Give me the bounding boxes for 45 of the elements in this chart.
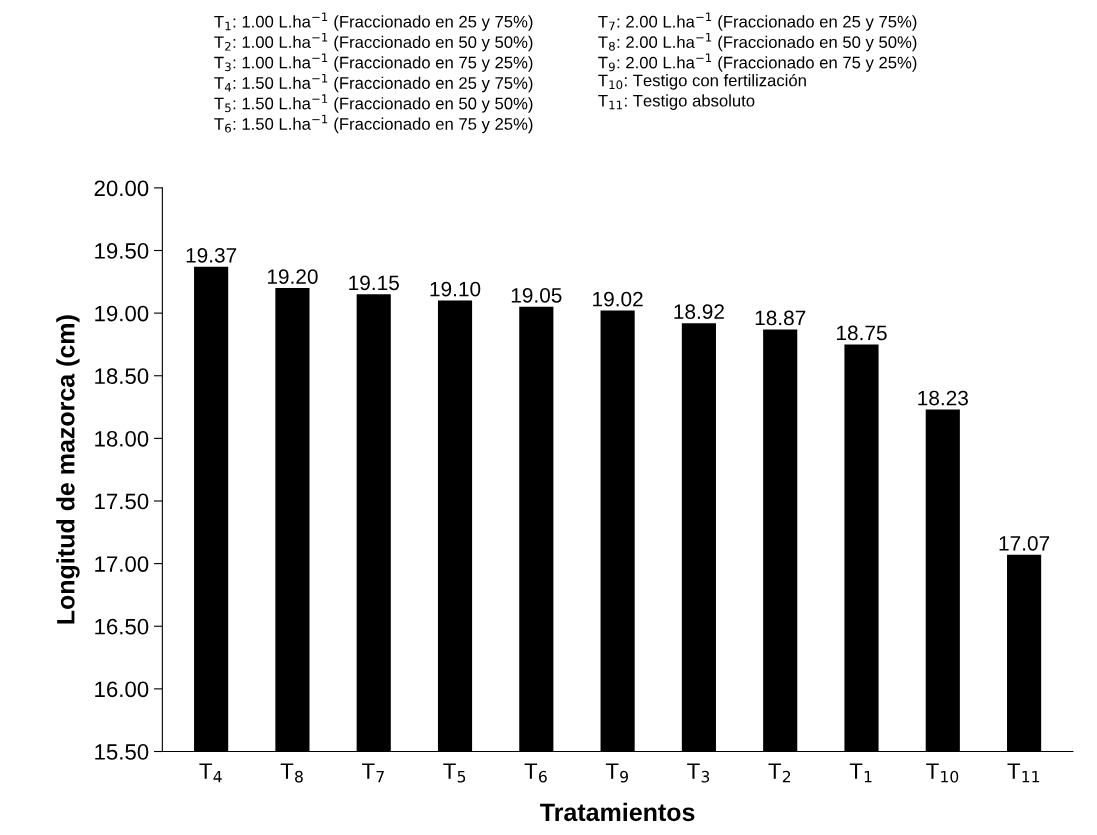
y-tick-label: 17.50 [95, 493, 149, 510]
x-tick-label: T$_{2}$ [768, 763, 791, 783]
data-label: 19.05 [511, 287, 562, 303]
data-label: 18.23 [918, 390, 968, 406]
y-tick-label: 18.00 [95, 430, 149, 447]
y-tick-label: 19.50 [95, 243, 149, 259]
text: T$_{10}$: Testigo con fertilización [598, 73, 806, 90]
data-label: 19.02 [593, 291, 643, 307]
x-tick-label: T$_{3}$ [687, 763, 710, 783]
text: T$_{8}$: 2.00 L.ha$^{−1}$ (Fraccionado en 50 y 50%) [598, 32, 917, 52]
y-tick-label: 18.50 [95, 368, 149, 385]
data-label: 19.10 [430, 281, 481, 297]
x-tick-label: T$_{9}$ [605, 763, 628, 783]
x-tick-label: T$_{5}$ [443, 763, 466, 783]
text: T$_{3}$: 1.00 L.ha$^{−1}$ (Fraccionado en 75 y 25%) [214, 53, 533, 72]
text: T$_{2}$: 1.00 L.ha$^{−1}$ (Fraccionado en 50 y 50%) [214, 32, 533, 52]
x-tick-label: T$_{4}$ [199, 763, 222, 783]
data-label: 18.92 [674, 304, 724, 320]
text: T$_{11}$: Testigo absoluto [598, 94, 755, 110]
text: T$_{4}$: 1.50 L.ha$^{−1}$ (Fraccionado en 25 y 75%) [214, 73, 533, 93]
y-axis-title: Longitud de mazorca (cm) [56, 315, 80, 624]
y-tick-label: 17.00 [95, 556, 149, 572]
data-label: 19.37 [186, 247, 237, 263]
x-tick-label: T$_{8}$ [280, 763, 303, 783]
x-tick-label: T$_{10}$ [926, 763, 959, 783]
text: T$_{6}$: 1.50 L.ha$^{−1}$ (Fraccionado en 75 y 25%) [214, 114, 533, 134]
y-tick-label: 20.00 [94, 180, 149, 197]
data-label: 19.20 [267, 269, 318, 284]
y-tick-label: 19.00 [95, 305, 149, 322]
data-label: 18.75 [837, 325, 887, 341]
x-axis-title: Tratamientos [540, 802, 695, 822]
text: T$_{1}$: 1.00 L.ha$^{−1}$ (Fraccionado en 25 y 75%) [214, 12, 533, 31]
data-label: 19.15 [349, 275, 399, 291]
y-tick-label: 16.00 [95, 681, 149, 698]
y-tick-label: 16.50 [95, 618, 149, 635]
data-label: 17.07 [999, 535, 1050, 551]
text: T$_{7}$: 2.00 L.ha$^{−1}$ (Fraccionado en 25 y 75%) [598, 12, 917, 31]
x-tick-label: T$_{11}$ [1007, 763, 1040, 783]
y-tick-label: 15.50 [95, 744, 149, 760]
x-tick-label: T$_{6}$ [524, 763, 547, 783]
text: T$_{5}$: 1.50 L.ha$^{−1}$ (Fraccionado en 50 y 50%) [214, 94, 533, 113]
x-tick-label: T$_{1}$ [849, 763, 872, 783]
text: T$_{9}$: 2.00 L.ha$^{−1}$ (Fraccionado en 75 y 25%) [598, 53, 917, 72]
x-tick-label: T$_{7}$ [362, 763, 384, 783]
data-label: 18.87 [755, 310, 806, 326]
